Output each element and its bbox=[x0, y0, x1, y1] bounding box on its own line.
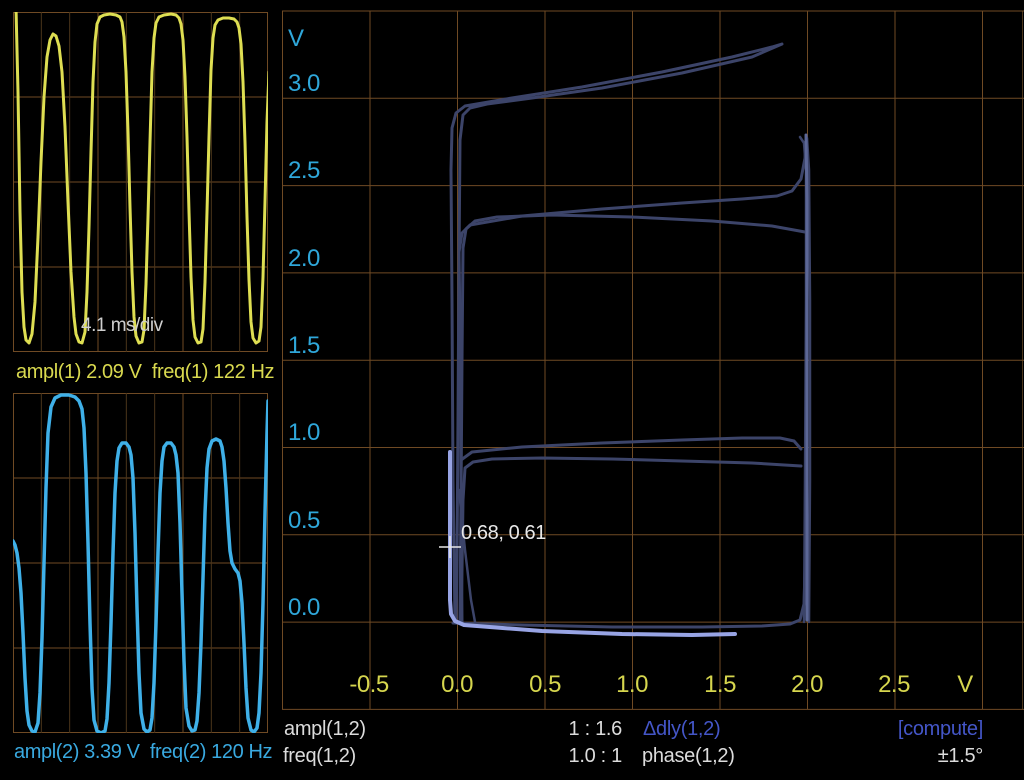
x-axis-tick: 2.5 bbox=[878, 671, 910, 698]
time-per-div-label: 4.1 ms/div bbox=[81, 315, 163, 336]
y-axis-tick: 2.5 bbox=[288, 157, 320, 184]
delta-dly-label: Δdly(1,2) bbox=[643, 718, 721, 740]
y-axis-unit: V bbox=[288, 25, 304, 52]
x-axis-tick: 1.0 bbox=[616, 671, 648, 698]
cursor-readout: 0.68, 0.61 bbox=[461, 522, 546, 544]
ch2-measurement-label: ampl(2) 3.39 V freq(2) 120 Hz bbox=[14, 741, 273, 763]
compute-button[interactable]: [compute] bbox=[897, 718, 983, 740]
y-axis-tick: 2.0 bbox=[288, 245, 320, 272]
y-axis-tick: 0.5 bbox=[288, 507, 320, 534]
y-axis-tick: 3.0 bbox=[288, 70, 320, 97]
phase-label: phase(1,2) bbox=[642, 745, 735, 767]
x-axis-tick: 0.5 bbox=[529, 671, 561, 698]
y-axis-tick: 1.5 bbox=[288, 332, 320, 359]
measurement-name-freq: freq(1,2) bbox=[283, 745, 356, 767]
ch2-waveform-svg bbox=[13, 393, 268, 733]
y-axis-tick: 1.0 bbox=[288, 419, 320, 446]
x-axis-tick: 2.0 bbox=[791, 671, 823, 698]
phase-value: ±1.5° bbox=[937, 745, 984, 767]
measurement-name-ampl: ampl(1,2) bbox=[284, 718, 366, 740]
y-axis-tick: 0.0 bbox=[288, 594, 320, 621]
x-axis-tick: -0.5 bbox=[349, 671, 389, 698]
ch1-measurement-label: ampl(1) 2.09 V freq(1) 122 Hz bbox=[16, 361, 275, 383]
xy-plot[interactable] bbox=[282, 0, 1024, 712]
cursor-crosshair[interactable] bbox=[439, 536, 461, 558]
ch2-preview-panel[interactable] bbox=[13, 393, 268, 733]
ch1-preview-panel[interactable]: 4.1 ms/div bbox=[13, 12, 268, 352]
x-axis-tick: 1.5 bbox=[704, 671, 736, 698]
x-axis-unit: V bbox=[957, 671, 973, 698]
x-axis-tick: 0.0 bbox=[441, 671, 473, 698]
ch1-waveform-svg bbox=[13, 12, 268, 352]
freq-ratio-value: 1.0 : 1 bbox=[568, 745, 623, 767]
ampl-ratio-value: 1 : 1.6 bbox=[568, 718, 623, 740]
